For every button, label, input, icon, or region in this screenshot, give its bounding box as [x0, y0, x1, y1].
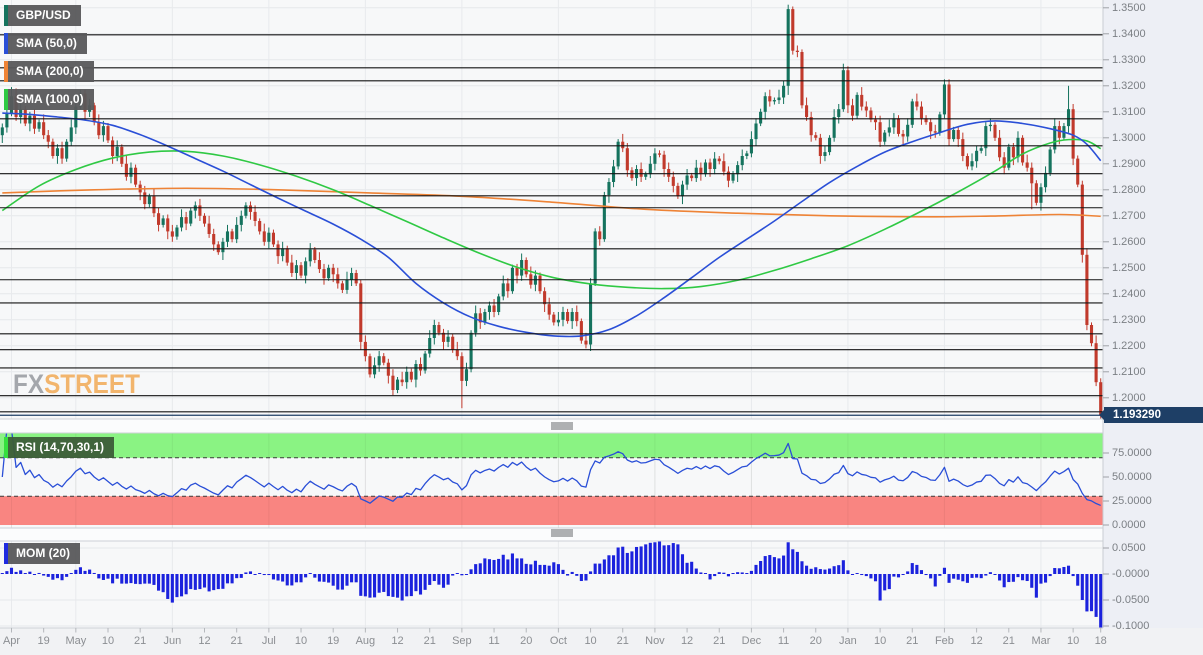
sma200-line: [2, 187, 1101, 218]
mom-color-bar-icon: [4, 543, 8, 564]
rsi-line: [1, 433, 1101, 507]
rsi-color-bar-icon: [4, 437, 8, 458]
sma200-color-bar-icon: [4, 61, 8, 82]
symbol-color-bar-icon: [4, 5, 8, 26]
watermark-fx: FX: [13, 369, 45, 399]
sma200-chip-label: SMA (200,0): [8, 61, 94, 82]
main-price-panel: [0, 4, 1103, 419]
sma100-line: [1, 138, 1102, 290]
rsi-chip-label: RSI (14,70,30,1): [8, 437, 115, 458]
momentum-panel: [0, 541, 1103, 628]
watermark-street: STREET: [44, 369, 140, 399]
symbol-chip-label: GBP/USD: [8, 5, 81, 26]
sma200-chip[interactable]: SMA (200,0): [4, 61, 94, 82]
sma100-chip[interactable]: SMA (100,0): [4, 89, 94, 110]
sma50-chip[interactable]: SMA (50,0): [4, 33, 87, 54]
sma100-color-bar-icon: [4, 89, 8, 110]
fxstreet-watermark: FXSTREET: [13, 369, 140, 400]
mom-chip-label: MOM (20): [8, 543, 80, 564]
sma50-chip-label: SMA (50,0): [8, 33, 87, 54]
symbol-chip[interactable]: GBP/USD: [4, 5, 81, 26]
sma50-line: [2, 112, 1102, 338]
sma50-color-bar-icon: [4, 33, 8, 54]
mom-chip[interactable]: MOM (20): [4, 543, 80, 564]
rsi-chip[interactable]: RSI (14,70,30,1): [4, 437, 115, 458]
panel-resize-handle[interactable]: [551, 422, 573, 430]
last-price-tag: 1.193290: [1099, 407, 1203, 424]
rsi-panel: [1, 433, 1101, 507]
sma100-chip-label: SMA (100,0): [8, 89, 94, 110]
panel-resize-handle[interactable]: [551, 529, 573, 537]
